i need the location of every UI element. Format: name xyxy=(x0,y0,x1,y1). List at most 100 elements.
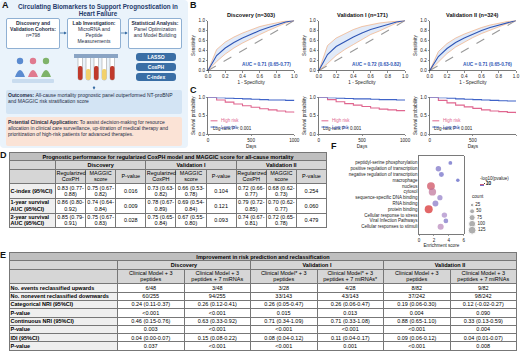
svg-text:1.0: 1.0 xyxy=(420,95,427,100)
svg-text:0.4: 0.4 xyxy=(239,74,246,79)
svg-text:125: 125 xyxy=(478,227,486,232)
svg-text:20: 20 xyxy=(486,181,492,186)
svg-text:1.0: 1.0 xyxy=(291,74,298,79)
svg-text:Enrichment score: Enrichment score xyxy=(424,243,460,248)
svg-text:0.0: 0.0 xyxy=(420,68,427,73)
svg-text:0.0: 0.0 xyxy=(316,74,323,79)
svg-text:0.0: 0.0 xyxy=(199,132,206,137)
svg-text:6: 6 xyxy=(463,238,466,243)
svg-text:Viral Infection Pathways: Viral Infection Pathways xyxy=(370,218,419,223)
svg-text:0.4: 0.4 xyxy=(420,48,427,53)
svg-text:0: 0 xyxy=(418,238,421,243)
svg-text:protein binding: protein binding xyxy=(388,207,418,212)
svg-text:0.6: 0.6 xyxy=(309,38,316,43)
svg-text:1.0: 1.0 xyxy=(309,18,316,23)
svg-text:High risk: High risk xyxy=(332,118,350,123)
svg-text:0.8: 0.8 xyxy=(199,28,206,33)
svg-text:AUC = 0.71 (0.65-0.77): AUC = 0.71 (0.65-0.77) xyxy=(242,62,291,67)
svg-text:sequence-specific DNA binding: sequence-specific DNA binding xyxy=(355,195,418,200)
svg-text:Validation II (n=324): Validation II (n=324) xyxy=(446,12,499,18)
svg-text:Cellular responses to stimuli: Cellular responses to stimuli xyxy=(361,224,417,229)
svg-text:nucleus: nucleus xyxy=(402,184,418,189)
svg-text:Cellular response to stress: Cellular response to stress xyxy=(364,213,418,218)
svg-text:0.5: 0.5 xyxy=(199,113,206,118)
svg-text:0: 0 xyxy=(318,138,321,143)
svg-text:0.6: 0.6 xyxy=(478,74,485,79)
svg-text:cytosol: cytosol xyxy=(403,189,417,194)
svg-text:0.8: 0.8 xyxy=(420,28,427,33)
svg-text:0.4: 0.4 xyxy=(461,74,468,79)
svg-text:0.2: 0.2 xyxy=(420,58,427,63)
svg-text:Survival probability: Survival probability xyxy=(191,96,196,135)
svg-text:0.0: 0.0 xyxy=(309,132,316,137)
svg-text:0: 0 xyxy=(428,138,431,143)
svg-text:0.2: 0.2 xyxy=(333,74,340,79)
svg-text:Low risk: Low risk xyxy=(443,125,460,130)
svg-text:peptidyl-serine phosphorylatio: peptidyl-serine phosphorylation xyxy=(355,160,418,165)
svg-text:Log-rank P < 0.001: Log-rank P < 0.001 xyxy=(213,126,252,131)
svg-text:1.0: 1.0 xyxy=(420,18,427,23)
svg-text:Discovery (n=303): Discovery (n=303) xyxy=(227,12,275,18)
svg-text:500: 500 xyxy=(247,138,255,143)
svg-text:High risk: High risk xyxy=(221,118,239,123)
svg-text:0.6: 0.6 xyxy=(199,38,206,43)
svg-text:-log10(pvalue): -log10(pvalue) xyxy=(480,176,509,181)
svg-text:High risk: High risk xyxy=(443,118,461,123)
svg-text:AUC = 0.72 (0.63-0.82): AUC = 0.72 (0.63-0.82) xyxy=(352,62,401,67)
svg-text:AUC = 0.71 (0.65-0.76): AUC = 0.71 (0.65-0.76) xyxy=(463,62,512,67)
svg-text:1.0: 1.0 xyxy=(199,95,206,100)
svg-text:Log-rank P < 0.001: Log-rank P < 0.001 xyxy=(434,126,473,131)
svg-text:50: 50 xyxy=(476,208,482,213)
svg-text:0.2: 0.2 xyxy=(222,74,229,79)
svg-text:2: 2 xyxy=(433,238,436,243)
svg-text:0.0: 0.0 xyxy=(309,68,316,73)
svg-text:75: 75 xyxy=(477,215,483,220)
svg-text:0.5: 0.5 xyxy=(420,113,427,118)
svg-text:positive regulation of transcr: positive regulation of transcription xyxy=(350,166,418,171)
svg-text:Log-rank P < 0.001: Log-rank P < 0.001 xyxy=(323,126,362,131)
svg-text:0.6: 0.6 xyxy=(420,38,427,43)
svg-text:1.0: 1.0 xyxy=(513,74,520,79)
svg-text:0.8: 0.8 xyxy=(309,28,316,33)
svg-text:0.0: 0.0 xyxy=(420,132,427,137)
svg-text:0.4: 0.4 xyxy=(199,48,206,53)
svg-text:RNA binding: RNA binding xyxy=(392,201,418,206)
svg-text:1 - Specificity: 1 - Specificity xyxy=(348,80,376,85)
svg-text:0.5: 0.5 xyxy=(309,113,316,118)
svg-text:0: 0 xyxy=(207,138,210,143)
svg-text:Sensitivity: Sensitivity xyxy=(191,35,196,56)
svg-text:0.2: 0.2 xyxy=(444,74,451,79)
svg-text:1000: 1000 xyxy=(400,138,411,143)
svg-text:0.0: 0.0 xyxy=(205,74,212,79)
svg-text:0.8: 0.8 xyxy=(385,74,392,79)
svg-text:10: 10 xyxy=(486,181,492,186)
svg-text:negative regulation of transcr: negative regulation of transcription xyxy=(349,172,418,177)
svg-text:Days: Days xyxy=(246,144,257,149)
svg-text:500: 500 xyxy=(469,138,477,143)
svg-text:0.2: 0.2 xyxy=(309,58,316,63)
svg-text:Sensitivity: Sensitivity xyxy=(302,35,307,56)
svg-text:1.0: 1.0 xyxy=(402,74,409,79)
svg-text:0.2: 0.2 xyxy=(199,58,206,63)
svg-text:macrophage: macrophage xyxy=(392,178,418,183)
svg-text:count: count xyxy=(472,194,484,199)
svg-text:0.6: 0.6 xyxy=(257,74,264,79)
svg-text:100: 100 xyxy=(478,221,486,226)
svg-text:1000: 1000 xyxy=(289,138,300,143)
svg-text:0.4: 0.4 xyxy=(350,74,357,79)
svg-text:1 - Specificity: 1 - Specificity xyxy=(237,80,265,85)
svg-text:0.0: 0.0 xyxy=(199,68,206,73)
svg-text:4: 4 xyxy=(448,238,451,243)
svg-text:0.6: 0.6 xyxy=(367,74,374,79)
svg-text:1.0: 1.0 xyxy=(309,95,316,100)
svg-text:Sensitivity: Sensitivity xyxy=(413,35,418,56)
svg-text:500: 500 xyxy=(358,138,366,143)
svg-text:0.8: 0.8 xyxy=(496,74,503,79)
svg-text:0.0: 0.0 xyxy=(427,74,434,79)
svg-text:Low risk: Low risk xyxy=(332,125,349,130)
svg-text:Days: Days xyxy=(468,144,479,149)
svg-text:Validation I (n=171): Validation I (n=171) xyxy=(337,12,388,18)
svg-text:0.4: 0.4 xyxy=(309,48,316,53)
svg-text:1.0: 1.0 xyxy=(199,18,206,23)
svg-text:Survival probability: Survival probability xyxy=(413,96,418,135)
